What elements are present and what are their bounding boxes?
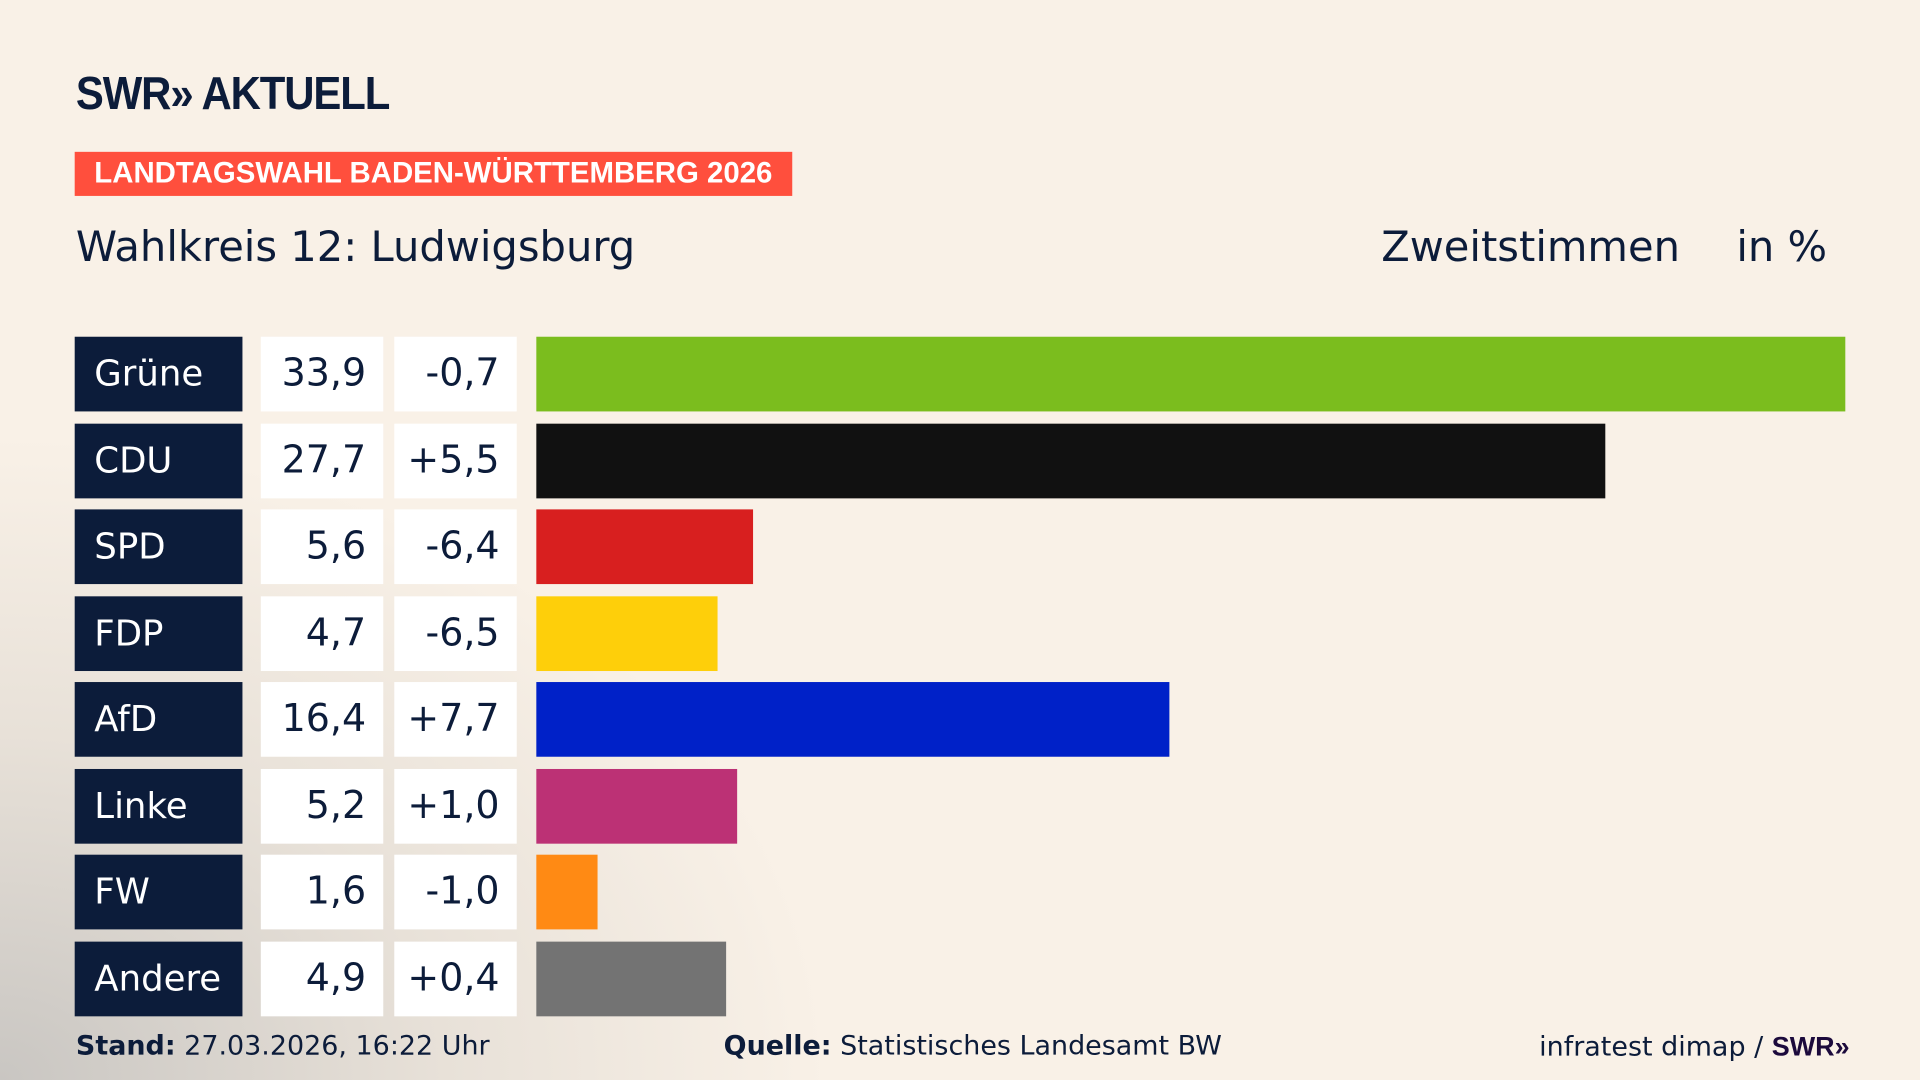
- party-label: Grüne: [74, 336, 243, 412]
- party-label: Linke: [74, 768, 243, 844]
- change-label: +5,5: [394, 423, 517, 498]
- party-label: FDP: [74, 595, 243, 671]
- value-label: 16,4: [260, 682, 384, 757]
- credit: infratest dimap / SWR»: [1539, 1031, 1850, 1063]
- swr-aktuell-logo: SWR» AKTUELL: [75, 68, 390, 121]
- source: Quelle: Statistisches Landesamt BW: [723, 1031, 1222, 1062]
- bar: [536, 423, 1606, 498]
- constituency-title: Wahlkreis 12: Ludwigsburg: [75, 222, 636, 272]
- bar: [536, 941, 726, 1016]
- measure-label: Zweitstimmen: [1381, 222, 1681, 272]
- value-label: 5,2: [260, 768, 384, 844]
- change-label: -6,4: [394, 509, 517, 585]
- party-label: AfD: [74, 682, 243, 757]
- bar: [536, 509, 753, 585]
- party-label: CDU: [74, 423, 243, 498]
- election-banner: LANDTAGSWAHL BADEN-WÜRTTEMBERG 2026: [74, 151, 792, 196]
- change-label: -1,0: [394, 854, 517, 930]
- bar: [536, 336, 1846, 412]
- bar: [536, 854, 599, 930]
- change-label: +7,7: [394, 682, 517, 757]
- value-label: 27,7: [260, 423, 384, 498]
- value-label: 33,9: [260, 336, 384, 412]
- value-label: 4,7: [260, 595, 384, 671]
- change-label: +0,4: [394, 941, 517, 1016]
- change-label: -0,7: [394, 336, 517, 412]
- party-label: Andere: [74, 941, 243, 1016]
- swr-logo: SWR»: [1771, 1031, 1850, 1062]
- bar: [536, 768, 738, 844]
- value-label: 5,6: [260, 509, 384, 585]
- timestamp: Stand: 27.03.2026, 16:22 Uhr: [75, 1031, 490, 1062]
- bar: [536, 595, 718, 671]
- change-label: +1,0: [394, 768, 517, 844]
- party-label: SPD: [74, 509, 243, 585]
- unit-label: in %: [1736, 222, 1828, 272]
- value-label: 4,9: [260, 941, 384, 1016]
- change-label: -6,5: [394, 595, 517, 671]
- bar: [536, 682, 1170, 757]
- value-label: 1,6: [260, 854, 384, 930]
- party-label: FW: [74, 854, 243, 930]
